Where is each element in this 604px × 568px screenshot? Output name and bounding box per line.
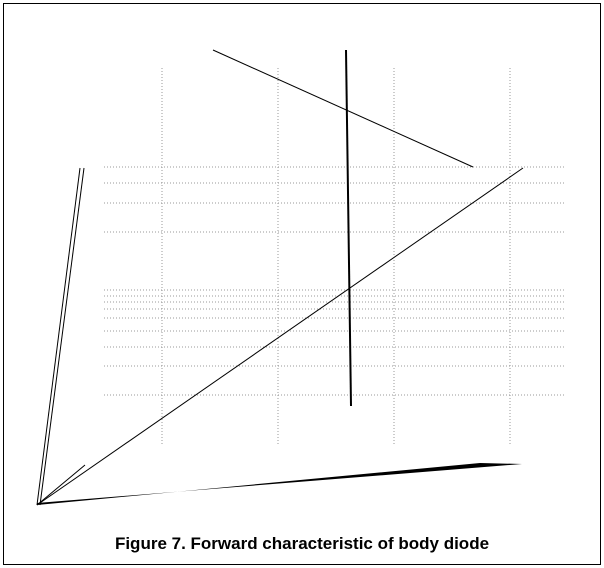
stroke [36,464,86,506]
grid [104,68,565,445]
stroke [212,49,474,168]
frame [3,3,601,565]
stroke [39,167,85,506]
stroke [36,167,524,506]
stroke [345,49,352,407]
caption: Figure 7. Forward characteristic of body… [115,534,489,553]
stroke [36,167,81,506]
wedge [37,463,522,505]
